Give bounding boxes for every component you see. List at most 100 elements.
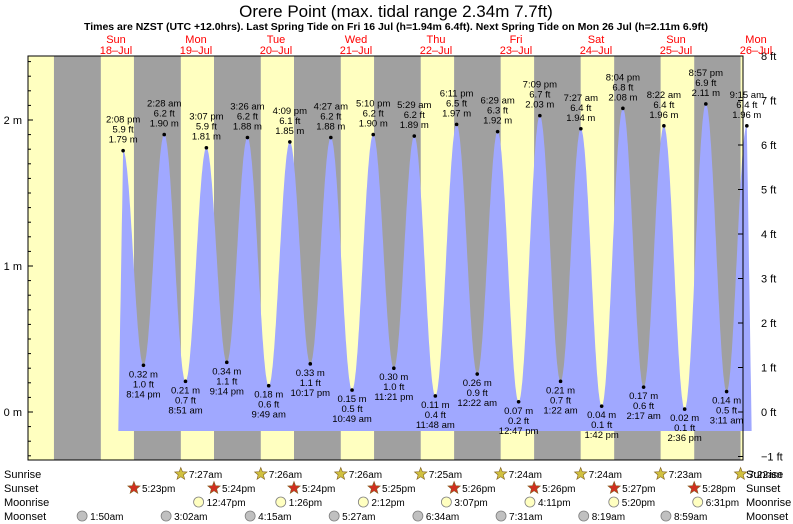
- moonrise-time: 6:31pm: [706, 498, 739, 509]
- chart-title: Orere Point (max. tidal range 2.34m 7.7f…: [239, 2, 553, 21]
- low-tide-label: 9:49 am: [252, 410, 286, 421]
- high-tide-point: [621, 106, 625, 111]
- high-tide-label: 1.85 m: [275, 126, 304, 137]
- low-tide-point: [558, 379, 563, 384]
- low-tide-label: 0.2 ft: [508, 416, 529, 427]
- day-date: 26–Jul: [740, 45, 772, 57]
- sunrise-star-icon: [733, 466, 748, 480]
- day-name: Sun: [666, 34, 686, 46]
- day-band: [28, 56, 54, 460]
- right-tick-label: 4 ft: [761, 229, 776, 241]
- high-tide-point: [204, 145, 209, 150]
- high-tide-label: 6.2 ft: [237, 112, 258, 123]
- day-date: 25–Jul: [660, 45, 692, 57]
- low-tide-label: 8:14 pm: [126, 389, 160, 400]
- high-tide-label: 6.8 ft: [612, 82, 633, 93]
- day-date: 21–Jul: [340, 45, 372, 57]
- low-tide-label: 0.30 m: [379, 372, 408, 383]
- moonset-time: 5:27am: [342, 512, 375, 523]
- high-tide-label: 2.03 m: [525, 100, 554, 111]
- low-tide-label: 0.04 m: [587, 410, 616, 421]
- day-name: Wed: [345, 34, 367, 46]
- high-tide-point: [412, 134, 417, 138]
- high-tide-label: 2:28 am: [147, 99, 181, 110]
- sunrise-time: 7:25am: [429, 470, 462, 481]
- right-tick-label: 7 ft: [761, 95, 776, 107]
- sunrise-time: 7:27am: [189, 470, 222, 481]
- high-tide-label: 1.89 m: [400, 120, 429, 131]
- moonset-time: 8:59am: [674, 512, 707, 523]
- moonset-row-label-right: Moonset: [746, 511, 788, 523]
- sunset-time: 5:24pm: [302, 484, 335, 495]
- moonset-time: 6:34am: [426, 512, 459, 523]
- sunrise-row-label-right: Sunrise: [746, 469, 783, 481]
- moonrise-time: 12:47pm: [207, 498, 246, 509]
- moonrise-time: 3:07pm: [454, 498, 487, 509]
- sunset-row-label-right: Sunset: [746, 483, 780, 495]
- high-tide-label: 6.2 ft: [154, 109, 175, 120]
- high-tide-label: 3:26 am: [230, 102, 264, 113]
- low-tide-label: 0.26 m: [463, 378, 492, 389]
- high-tide-point: [579, 126, 583, 131]
- moonrise-time: 4:11pm: [538, 498, 571, 509]
- sunset-star-icon: [127, 480, 141, 494]
- high-tide-label: 6.7 ft: [529, 90, 550, 101]
- low-tide-label: 0.4 ft: [425, 410, 446, 421]
- moonrise-moon-icon: [692, 496, 704, 508]
- sunrise-star-icon: [253, 466, 268, 480]
- sunrise-time: 7:22am: [749, 470, 782, 481]
- high-tide-label: 1.81 m: [192, 132, 221, 143]
- day-name: Tue: [267, 34, 286, 46]
- low-tide-label: 10:49 am: [332, 414, 372, 425]
- moonset-moon-icon: [578, 510, 590, 522]
- tide-extreme-labels: 2:08 pm5.9 ft1.79 m0.32 m1.0 ft8:14 pm2:…: [106, 68, 764, 444]
- high-tide-label: 3:07 pm: [189, 112, 223, 123]
- moonrise-row-label-right: Moonrise: [746, 497, 791, 509]
- sunset-star-icon: [687, 480, 702, 494]
- left-tick-label: 2 m: [4, 115, 22, 127]
- low-tide-label: 0.21 m: [546, 385, 575, 396]
- low-tide-label: 0.6 ft: [258, 400, 279, 411]
- high-tide-point: [495, 129, 500, 134]
- high-tide-label: 1.92 m: [483, 116, 512, 127]
- moonrise-time: 5:20pm: [622, 498, 655, 509]
- high-tide-label: 2:08 pm: [106, 115, 140, 126]
- day-date: 18–Jul: [100, 45, 132, 57]
- day-date: 20–Jul: [260, 45, 292, 57]
- low-tide-label: 0.02 m: [670, 413, 699, 424]
- high-tide-label: 6.2 ft: [404, 110, 425, 121]
- moonrise-moon-icon: [524, 496, 536, 508]
- high-tide-label: 6.4 ft: [736, 100, 757, 111]
- low-tide-label: 11:21 pm: [374, 392, 413, 403]
- sunrise-star-icon: [413, 466, 428, 480]
- low-tide-label: 0.7 ft: [175, 395, 196, 406]
- low-tide-label: 0.5 ft: [341, 404, 362, 415]
- low-tide-label: 0.34 m: [212, 366, 241, 377]
- low-tide-label: 1.0 ft: [133, 379, 154, 390]
- low-tide-label: 1.0 ft: [383, 382, 404, 393]
- low-tide-point: [392, 366, 396, 371]
- low-tide-label: 1.1 ft: [216, 376, 237, 387]
- low-tide-label: 0.11 m: [421, 400, 449, 411]
- low-tide-label: 0.07 m: [504, 406, 533, 417]
- low-tide-label: 0.1 ft: [591, 420, 612, 431]
- right-tick-label: 3 ft: [761, 273, 776, 285]
- moonrise-moon-icon: [440, 496, 452, 508]
- low-tide-label: 0.21 m: [171, 385, 200, 396]
- high-tide-point: [454, 122, 459, 127]
- low-tide-point: [350, 388, 354, 392]
- high-tide-label: 5.9 ft: [113, 125, 134, 136]
- sunset-star-icon: [607, 480, 622, 494]
- low-tide-point: [641, 385, 646, 389]
- low-tide-label: 2:17 am: [626, 411, 660, 422]
- day-name: Sat: [588, 34, 605, 46]
- high-tide-label: 8:57 pm: [689, 68, 723, 79]
- high-tide-label: 7:09 pm: [523, 80, 557, 91]
- low-tide-point: [516, 399, 521, 404]
- high-tide-label: 6.4 ft: [653, 100, 674, 111]
- high-tide-label: 6.5 ft: [446, 98, 467, 109]
- left-tick-label: 1 m: [4, 261, 22, 273]
- low-tide-label: 0.15 m: [338, 394, 367, 405]
- high-tide-label: 8:22 am: [647, 90, 681, 101]
